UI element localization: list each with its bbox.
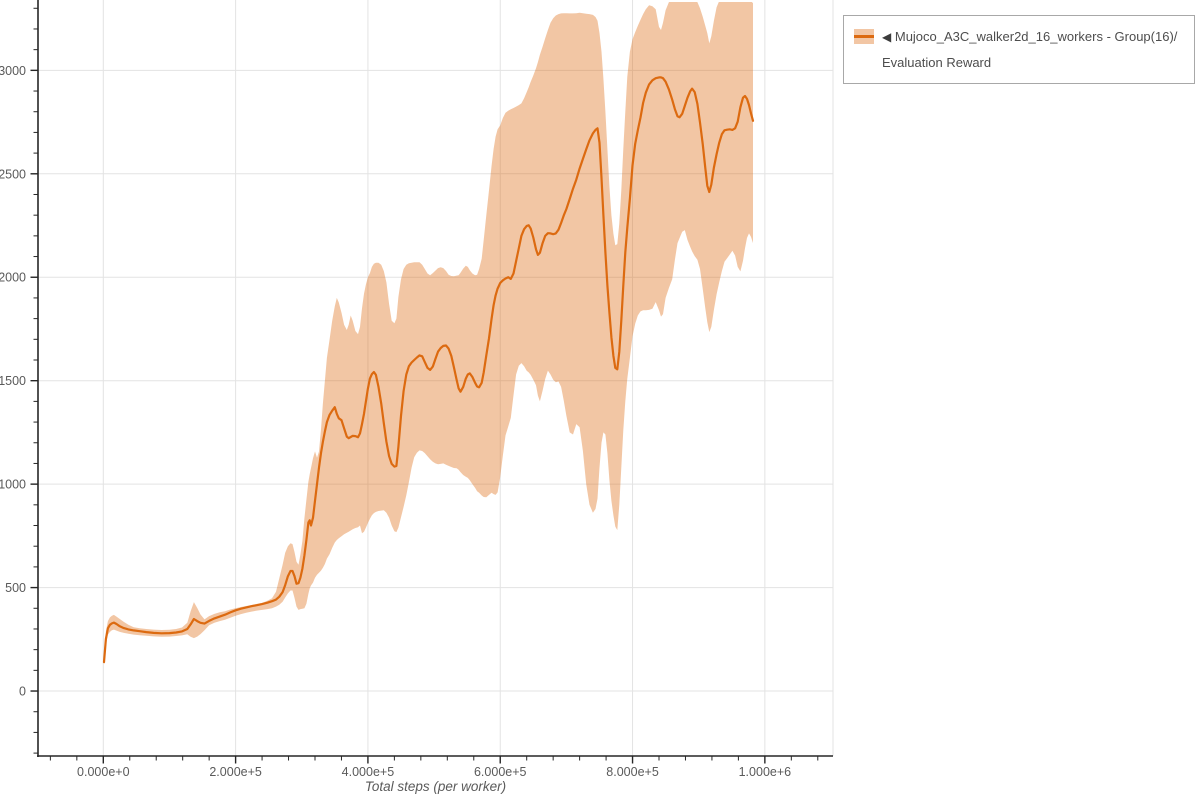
grid bbox=[38, 0, 834, 756]
x-tick-label: 1.000e+6 bbox=[739, 765, 792, 779]
y-tick-label: 2500 bbox=[0, 167, 26, 181]
x-tick-label: 2.000e+5 bbox=[209, 765, 262, 779]
x-tick-label: 4.000e+5 bbox=[342, 765, 395, 779]
y-tick-label: 1500 bbox=[0, 374, 26, 388]
y-tick-label: 1000 bbox=[0, 478, 26, 492]
y-tick-label: 0 bbox=[19, 685, 26, 699]
x-tick-label: 8.000e+5 bbox=[606, 765, 659, 779]
confidence-band bbox=[104, 2, 753, 665]
legend-swatch-band bbox=[854, 29, 874, 44]
y-tick-label: 500 bbox=[5, 581, 26, 595]
x-tick-label: 6.000e+5 bbox=[474, 765, 527, 779]
axes bbox=[37, 0, 833, 757]
legend-series-name: Mujoco_A3C_walker2d_16_workers - Group(1… bbox=[882, 29, 1178, 70]
ticks bbox=[30, 7, 819, 764]
y-tick-label: 2000 bbox=[0, 271, 26, 285]
x-axis-title: Total steps (per worker) bbox=[365, 779, 506, 794]
x-tick-label: 0.000e+0 bbox=[77, 765, 130, 779]
legend[interactable]: ◀ Mujoco_A3C_walker2d_16_workers - Group… bbox=[843, 15, 1195, 84]
legend-swatch-line bbox=[854, 35, 874, 38]
legend-collapse-icon[interactable]: ◀ bbox=[882, 30, 892, 44]
reward-mean-line bbox=[102, 76, 755, 664]
legend-label: ◀ Mujoco_A3C_walker2d_16_workers - Group… bbox=[882, 24, 1184, 75]
y-tick-label: 3000 bbox=[0, 64, 26, 78]
tick-labels: 0.000e+0 2.000e+5 4.000e+5 6.000e+5 8.000e+5… bbox=[0, 64, 791, 779]
plot-area[interactable] bbox=[38, 0, 833, 756]
